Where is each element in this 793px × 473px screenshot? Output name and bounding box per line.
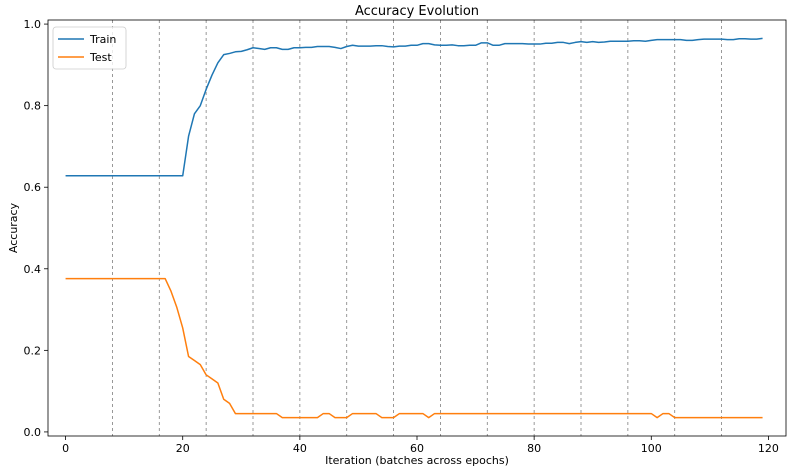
x-tick-label: 100 <box>641 442 662 455</box>
x-tick-label: 0 <box>62 442 69 455</box>
series-line-test <box>65 277 763 419</box>
y-tick-label: 1.0 <box>24 18 42 31</box>
legend-label-test: Test <box>89 51 112 64</box>
y-tick-label: 0.0 <box>24 426 42 439</box>
x-axis-label: Iteration (batches across epochs) <box>325 454 509 467</box>
y-tick-label: 0.4 <box>24 263 42 276</box>
legend-box <box>52 26 127 70</box>
x-tick-label: 120 <box>758 442 779 455</box>
chart-title: Accuracy Evolution <box>355 4 479 19</box>
x-axis-ticks: 0 20 40 60 80 100 120 <box>62 436 779 455</box>
series-line-train <box>65 37 763 177</box>
legend: Train Test <box>52 26 127 70</box>
y-axis-ticks: 0.0 0.2 0.4 0.6 0.8 1.0 <box>24 18 48 439</box>
x-tick-label: 40 <box>293 442 307 455</box>
x-tick-label: 20 <box>176 442 190 455</box>
y-tick-label: 0.8 <box>24 100 42 113</box>
y-axis-label: Accuracy <box>7 202 20 253</box>
y-tick-label: 0.6 <box>24 181 42 194</box>
series-lines <box>65 37 763 419</box>
legend-label-train: Train <box>89 33 116 46</box>
x-tick-label: 80 <box>527 442 541 455</box>
x-tick-label: 60 <box>410 442 424 455</box>
y-tick-label: 0.2 <box>24 344 42 357</box>
